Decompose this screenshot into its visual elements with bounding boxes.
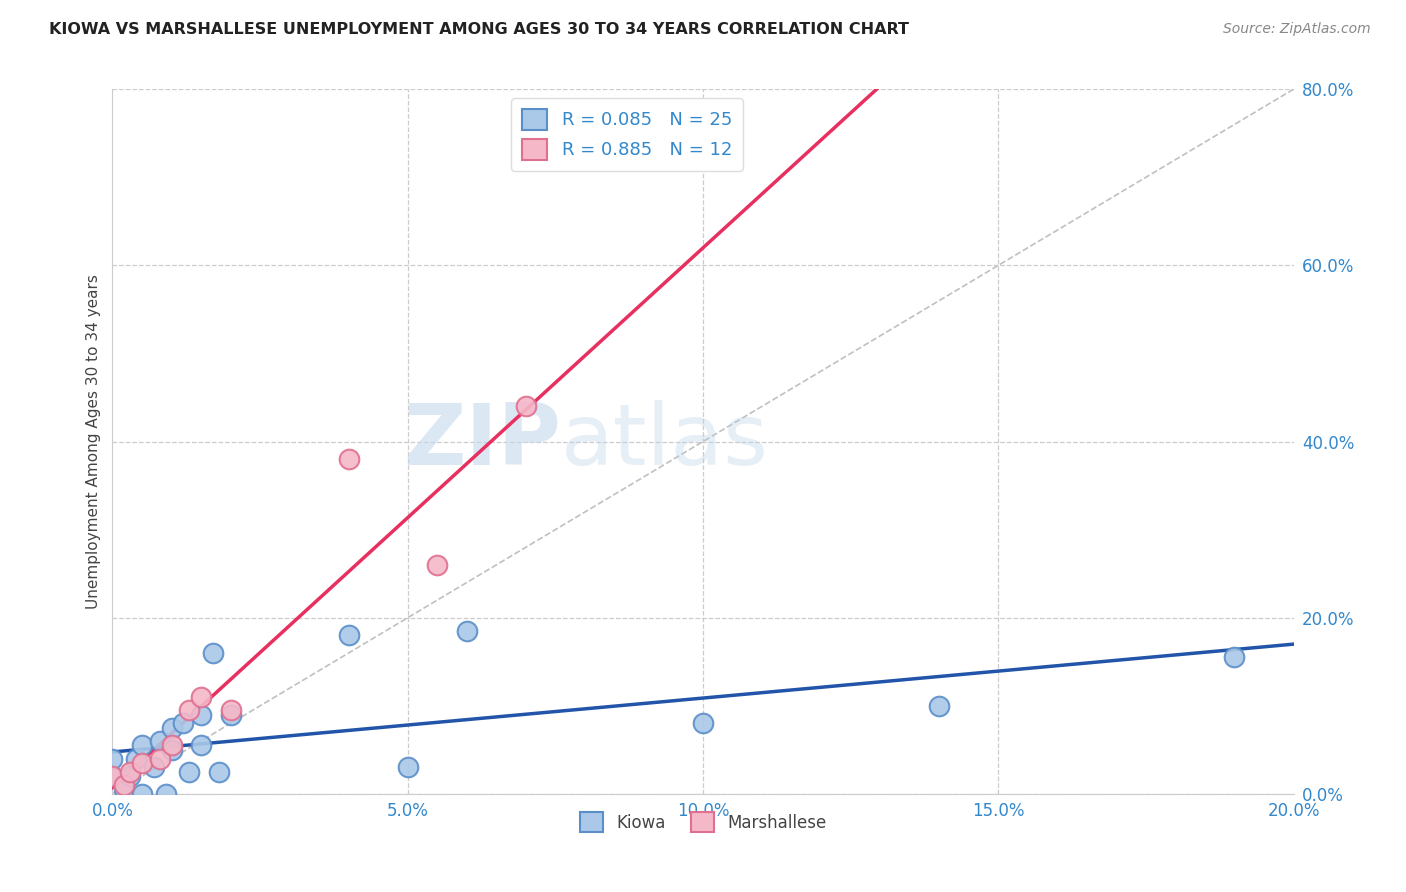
Point (515, 399, 537, 413)
Point (131, 787, 153, 801)
Point (190, 707, 212, 722)
Point (149, 751, 172, 765)
Point (120, 764, 142, 779)
Point (219, 707, 242, 722)
Point (142, 760, 165, 774)
Text: KIOWA VS MARSHALLESE UNEMPLOYMENT AMONG AGES 30 TO 34 YEARS CORRELATION CHART: KIOWA VS MARSHALLESE UNEMPLOYMENT AMONG … (49, 22, 910, 37)
Text: atlas: atlas (561, 400, 769, 483)
Point (201, 646, 224, 660)
Point (131, 756, 153, 770)
Point (219, 703, 242, 717)
Point (125, 751, 148, 765)
Point (160, 721, 183, 735)
Point (692, 716, 714, 731)
Point (149, 734, 172, 748)
Point (396, 760, 419, 774)
Point (101, 769, 124, 783)
Point (160, 743, 183, 757)
Point (131, 739, 153, 753)
Point (1223, 650, 1246, 665)
Point (101, 769, 124, 783)
Point (101, 751, 124, 765)
Point (112, 782, 135, 797)
Point (456, 624, 478, 638)
Point (208, 764, 231, 779)
Legend: Kiowa, Marshallese: Kiowa, Marshallese (572, 805, 834, 838)
Point (190, 690, 212, 704)
Text: ZIP: ZIP (404, 400, 561, 483)
Point (426, 558, 449, 572)
Point (337, 628, 360, 642)
Point (179, 703, 201, 717)
Text: Source: ZipAtlas.com: Source: ZipAtlas.com (1223, 22, 1371, 37)
Point (120, 769, 142, 783)
Point (155, 787, 177, 801)
Point (160, 739, 183, 753)
Y-axis label: Unemployment Among Ages 30 to 34 years: Unemployment Among Ages 30 to 34 years (86, 274, 101, 609)
Point (172, 716, 194, 731)
Point (190, 739, 212, 753)
Point (928, 698, 950, 713)
Point (337, 452, 360, 467)
Point (179, 764, 201, 779)
Point (112, 778, 135, 792)
